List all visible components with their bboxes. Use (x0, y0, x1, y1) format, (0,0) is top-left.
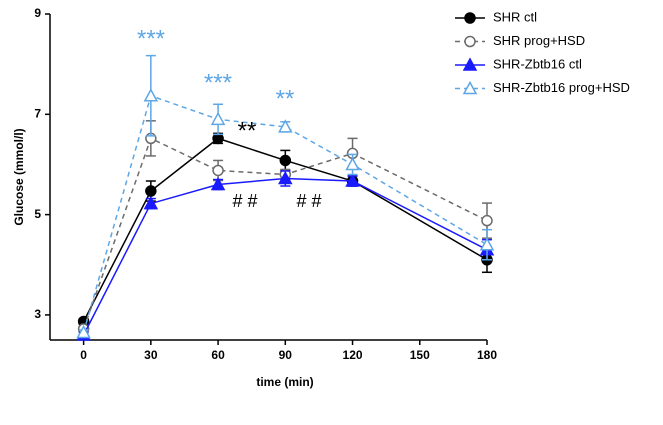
x-tick-label: 90 (279, 348, 293, 362)
data-point (278, 119, 293, 133)
data-point (481, 214, 493, 227)
data-point (279, 154, 292, 167)
annotation: # # (232, 191, 257, 211)
legend-marker (462, 57, 478, 71)
data-point (345, 156, 360, 171)
legend-label: SHR ctl (493, 9, 537, 24)
y-tick-label: 7 (34, 106, 41, 120)
x-tick-label: 180 (477, 348, 497, 362)
data-point (212, 164, 224, 177)
annotation: *** (204, 69, 232, 96)
legend-label: SHR-Zbtb16 prog+HSD (493, 80, 630, 95)
x-axis-label: time (min) (256, 375, 313, 389)
legend-marker (464, 35, 476, 48)
data-point (145, 185, 157, 197)
annotation: *** (137, 25, 165, 52)
data-point (143, 88, 159, 102)
annotation: # # (296, 191, 321, 211)
series-line (82, 137, 488, 330)
y-tick-label: 3 (34, 307, 41, 321)
legend-marker (464, 12, 476, 24)
data-point (210, 176, 226, 191)
data-point (76, 324, 91, 339)
legend-label: SHR prog+HSD (493, 33, 585, 48)
y-tick-label: 9 (34, 6, 41, 20)
series-line (82, 177, 488, 336)
data-point (278, 170, 293, 185)
x-tick-label: 150 (410, 348, 430, 362)
data-point (210, 111, 226, 126)
y-axis-label: Glucose (mmol/l) (12, 128, 26, 225)
x-tick-label: 0 (80, 348, 87, 362)
data-point (143, 196, 159, 210)
x-tick-label: 60 (211, 348, 225, 362)
data-point (345, 173, 360, 187)
annotation: ** (238, 117, 257, 144)
annotation: ** (276, 85, 295, 112)
series-line (82, 94, 488, 333)
legend-label: SHR-Zbtb16 ctl (493, 56, 582, 71)
series-line (82, 137, 488, 322)
legend-marker (462, 80, 478, 95)
x-tick-label: 30 (144, 348, 158, 362)
x-tick-label: 120 (343, 348, 363, 362)
data-point (479, 237, 495, 251)
y-tick-label: 5 (34, 207, 41, 221)
